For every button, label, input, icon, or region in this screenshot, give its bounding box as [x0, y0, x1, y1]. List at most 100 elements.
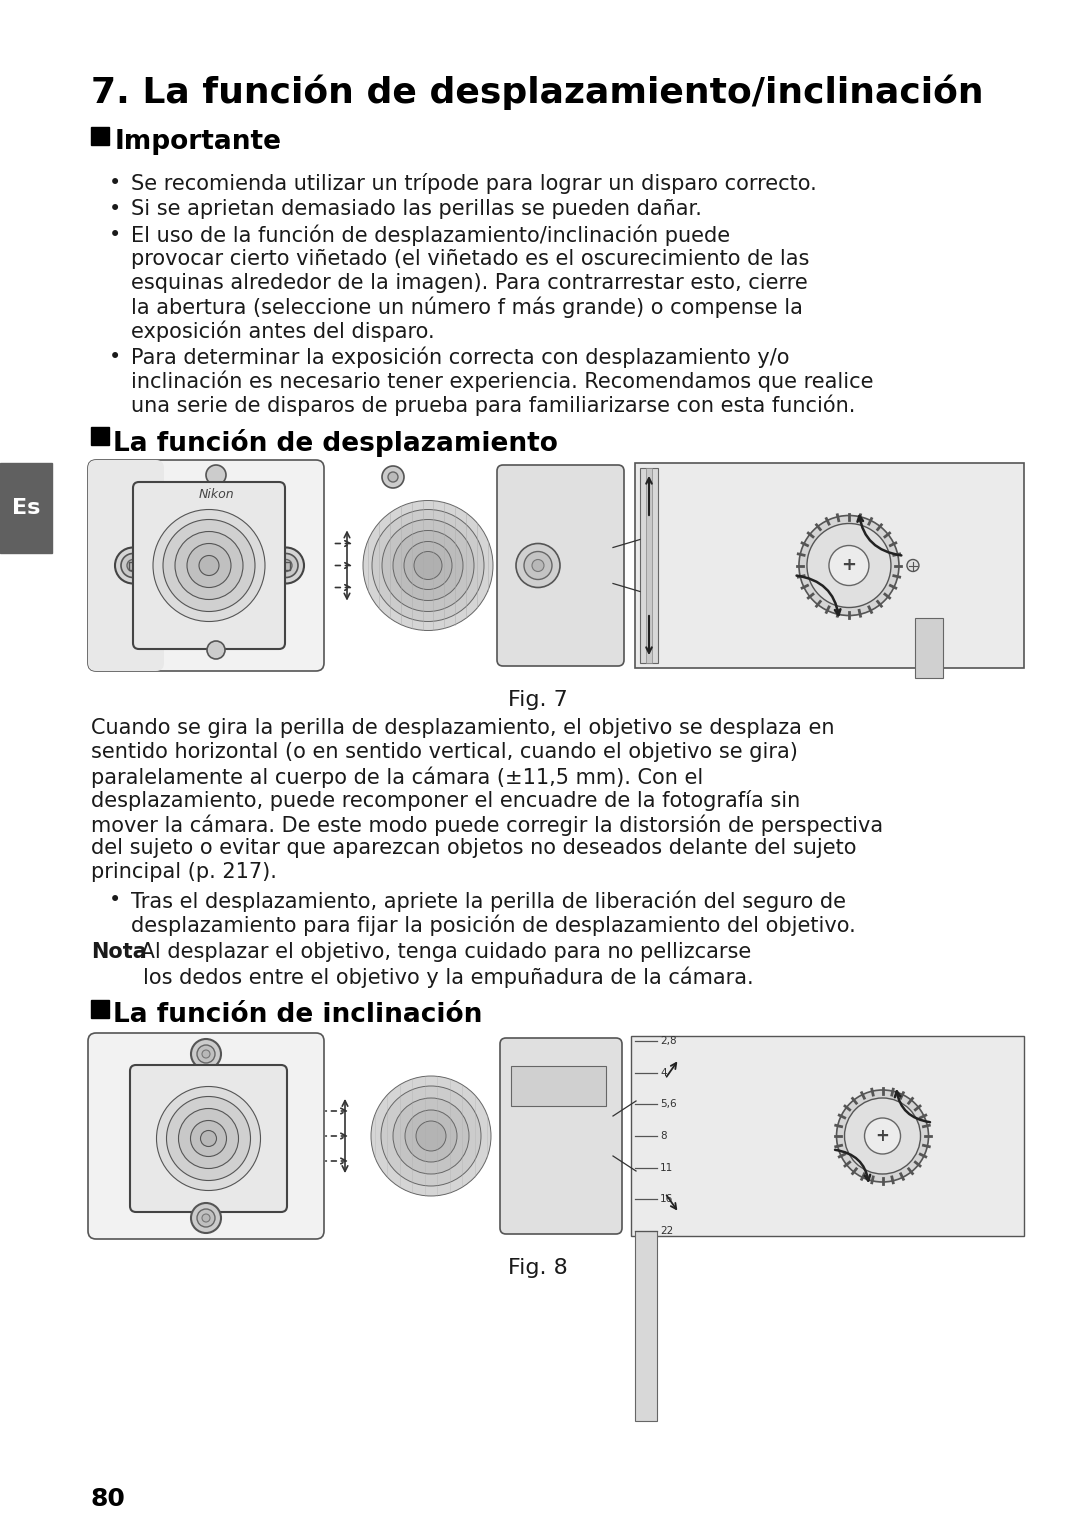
FancyBboxPatch shape: [130, 1065, 287, 1212]
Circle shape: [405, 1110, 457, 1161]
Circle shape: [121, 554, 145, 577]
FancyBboxPatch shape: [87, 460, 164, 671]
Circle shape: [907, 560, 919, 571]
Circle shape: [153, 510, 265, 621]
Text: paralelamente al cuerpo de la cámara (±11,5 mm). Con el: paralelamente al cuerpo de la cámara (±1…: [91, 766, 703, 787]
Circle shape: [799, 516, 899, 615]
Circle shape: [190, 1120, 227, 1157]
FancyBboxPatch shape: [133, 482, 285, 648]
Text: Cuando se gira la perilla de desplazamiento, el objetivo se desplaza en: Cuando se gira la perilla de desplazamie…: [91, 718, 835, 738]
Text: del sujeto o evitar que aparezcan objetos no deseados delante del sujeto: del sujeto o evitar que aparezcan objeto…: [91, 839, 856, 858]
Bar: [511, 1065, 606, 1106]
Bar: [129, 562, 137, 569]
Circle shape: [416, 1122, 446, 1151]
Text: mover la cámara. De este modo puede corregir la distorsión de perspectiva: mover la cámara. De este modo puede corr…: [91, 814, 883, 836]
Circle shape: [157, 1087, 260, 1190]
Text: 80: 80: [91, 1487, 126, 1511]
Text: Fig. 7: Fig. 7: [508, 689, 567, 709]
Bar: [91, 1000, 109, 1018]
Circle shape: [524, 551, 552, 580]
Circle shape: [382, 519, 474, 612]
Bar: [91, 126, 109, 145]
Text: 11: 11: [660, 1163, 673, 1172]
Circle shape: [127, 560, 139, 571]
Text: desplazamiento para fijar la posición de desplazamiento del objetivo.: desplazamiento para fijar la posición de…: [131, 915, 855, 936]
Circle shape: [388, 472, 399, 482]
Text: provocar cierto viñetado (el viñetado es el oscurecimiento de las: provocar cierto viñetado (el viñetado es…: [131, 250, 809, 269]
Text: 8: 8: [660, 1131, 666, 1142]
Text: +: +: [841, 557, 856, 574]
Circle shape: [187, 543, 231, 587]
Text: esquinas alrededor de la imagen). Para contrarrestar esto, cierre: esquinas alrededor de la imagen). Para c…: [131, 272, 808, 294]
Circle shape: [280, 560, 292, 571]
Text: Tras el desplazamiento, apriete la perilla de liberación del seguro de: Tras el desplazamiento, apriete la peril…: [131, 890, 846, 912]
FancyBboxPatch shape: [500, 1038, 622, 1234]
Text: sentido horizontal (o en sentido vertical, cuando el objetivo se gira): sentido horizontal (o en sentido vertica…: [91, 743, 798, 763]
Text: 22: 22: [660, 1227, 673, 1236]
Circle shape: [381, 1087, 481, 1186]
Circle shape: [268, 548, 303, 583]
Circle shape: [393, 531, 463, 601]
FancyBboxPatch shape: [87, 1033, 324, 1239]
Text: : Al desplazar el objetivo, tenga cuidado para no pellizcarse: : Al desplazar el objetivo, tenga cuidad…: [127, 942, 752, 962]
Text: •: •: [109, 890, 121, 910]
Text: +: +: [876, 1126, 890, 1145]
Circle shape: [845, 1097, 920, 1173]
Text: los dedos entre el objetivo y la empuñadura de la cámara.: los dedos entre el objetivo y la empuñad…: [143, 966, 754, 988]
Circle shape: [516, 543, 561, 587]
Text: exposición antes del disparo.: exposición antes del disparo.: [131, 321, 434, 342]
Text: 7. La función de desplazamiento/inclinación: 7. La función de desplazamiento/inclinac…: [91, 75, 984, 111]
Circle shape: [864, 1119, 901, 1154]
Circle shape: [393, 1097, 469, 1173]
Circle shape: [404, 542, 453, 589]
Circle shape: [532, 560, 544, 571]
Circle shape: [114, 548, 151, 583]
Text: Nota: Nota: [91, 942, 147, 962]
Text: •: •: [109, 174, 121, 193]
Circle shape: [202, 1050, 210, 1058]
Text: inclinación es necesario tener experiencia. Recomendamos que realice: inclinación es necesario tener experienc…: [131, 371, 874, 393]
Circle shape: [166, 1096, 251, 1181]
Text: 2,8: 2,8: [660, 1036, 677, 1046]
Text: Es: Es: [12, 498, 40, 517]
Text: La función de desplazamiento: La función de desplazamiento: [113, 429, 558, 457]
Text: Para determinar la exposición correcta con desplazamiento y/o: Para determinar la exposición correcta c…: [131, 347, 789, 368]
Circle shape: [372, 510, 484, 621]
Text: desplazamiento, puede recomponer el encuadre de la fotografía sin: desplazamiento, puede recomponer el encu…: [91, 790, 800, 811]
Text: Fig. 8: Fig. 8: [508, 1259, 567, 1278]
Text: Importante: Importante: [114, 129, 282, 155]
Text: Se recomienda utilizar un trípode para lograr un disparo correcto.: Se recomienda utilizar un trípode para l…: [131, 174, 816, 193]
Circle shape: [206, 466, 226, 486]
Text: La función de inclinación: La función de inclinación: [113, 1001, 483, 1027]
Circle shape: [363, 501, 492, 630]
Circle shape: [178, 1108, 239, 1169]
Text: •: •: [109, 347, 121, 367]
FancyBboxPatch shape: [497, 466, 624, 667]
Circle shape: [372, 1076, 491, 1196]
Circle shape: [382, 466, 404, 489]
Bar: [631, 1036, 1024, 1236]
Circle shape: [191, 1202, 221, 1233]
Circle shape: [202, 1215, 210, 1222]
Text: Si se aprietan demasiado las perillas se pueden dañar.: Si se aprietan demasiado las perillas se…: [131, 199, 702, 219]
Circle shape: [191, 1040, 221, 1068]
Text: principal (p. 217).: principal (p. 217).: [91, 861, 276, 883]
Text: una serie de disparos de prueba para familiarizarse con esta función.: una serie de disparos de prueba para fam…: [131, 396, 855, 417]
Text: •: •: [109, 199, 121, 219]
Bar: [635, 1231, 657, 1422]
Bar: [282, 562, 291, 569]
Bar: [640, 467, 658, 664]
Circle shape: [201, 1131, 216, 1146]
Circle shape: [175, 531, 243, 600]
Circle shape: [829, 545, 869, 586]
Text: •: •: [109, 225, 121, 245]
Text: 16: 16: [660, 1195, 673, 1204]
Text: El uso de la función de desplazamiento/inclinación puede: El uso de la función de desplazamiento/i…: [131, 225, 730, 247]
Circle shape: [197, 1208, 215, 1227]
Text: la abertura (seleccione un número f más grande) o compense la: la abertura (seleccione un número f más …: [131, 297, 802, 318]
Bar: [635, 463, 1024, 668]
Bar: [0, 463, 52, 552]
Text: Nikon: Nikon: [199, 489, 233, 501]
Circle shape: [414, 551, 442, 580]
Text: 4: 4: [660, 1067, 666, 1078]
